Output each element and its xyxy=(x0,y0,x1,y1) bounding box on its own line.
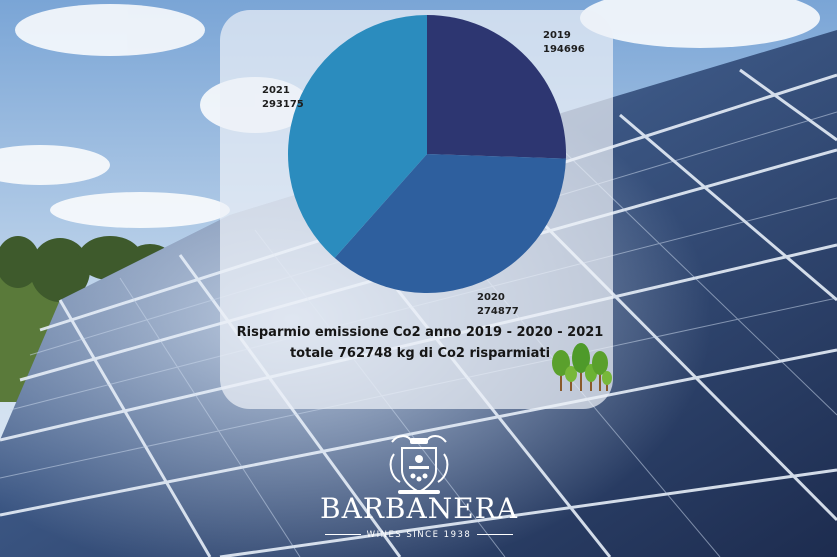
slice-label-value-2021: 293175 xyxy=(262,99,304,110)
trees-icon xyxy=(552,343,612,391)
slice-label-year-2021: 2021 xyxy=(262,85,290,96)
pie-slice-2020 xyxy=(334,154,566,294)
winery-crest-logo xyxy=(389,435,449,494)
pie-slice-2019 xyxy=(427,15,566,159)
chart-title: Risparmio emissione Co2 anno 2019 - 2020… xyxy=(236,325,604,340)
slice-label-value-2019: 194696 xyxy=(543,44,585,55)
brand-name: BARBANERA xyxy=(320,492,518,525)
chart-caption: Risparmio emissione Co2 anno 2019 - 2020… xyxy=(225,322,615,364)
chart-subtitle: totale 762748 kg di Co2 risparmiati xyxy=(289,346,551,361)
slice-label-year-2020: 2020 xyxy=(477,292,505,303)
slice-label-value-2020: 274877 xyxy=(477,306,519,317)
brand-tagline: WINES SINCE 1938 xyxy=(318,530,520,540)
pie-slice-2021 xyxy=(287,15,427,258)
slice-label-year-2019: 2019 xyxy=(543,30,571,41)
